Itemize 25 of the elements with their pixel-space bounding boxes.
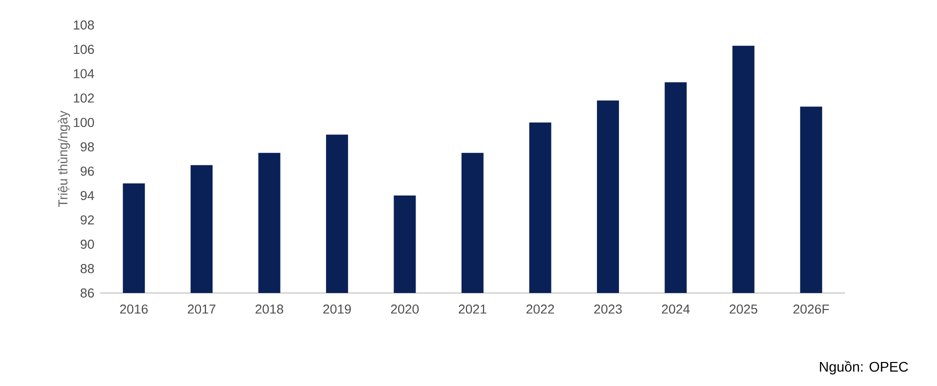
x-tick-label: 2022 xyxy=(526,304,554,314)
y-tick-label: 94 xyxy=(80,190,94,200)
text: Nguồn: OPEC xyxy=(820,360,908,374)
y-tick-label: 106 xyxy=(74,44,94,54)
x-tick-label: 2025 xyxy=(730,304,758,314)
x-tick-label: 2020 xyxy=(391,304,419,314)
x-tick-label: 2019 xyxy=(323,304,351,314)
x-tick-label: 2023 xyxy=(594,304,622,314)
y-tick-label: 98 xyxy=(80,142,94,152)
x-tick-label: 2024 xyxy=(662,304,690,314)
y-tick-label: 88 xyxy=(80,264,94,274)
y-tick-label: 108 xyxy=(74,20,94,30)
x-tick-label: 2017 xyxy=(188,304,216,314)
y-tick-label: 96 xyxy=(80,166,94,176)
x-tick-label: 2016 xyxy=(120,304,148,314)
y-tick-label: 92 xyxy=(80,215,94,224)
x-tick-label: 2026F xyxy=(793,304,829,314)
y-tick-label: 100 xyxy=(74,118,94,128)
y-tick-label: 104 xyxy=(74,69,94,78)
x-tick-label: 2018 xyxy=(256,304,284,314)
y-tick-label: 90 xyxy=(80,240,94,249)
y-tick-label: 102 xyxy=(74,94,94,103)
y-axis-title: Triệu thùng/ngày xyxy=(58,110,70,208)
x-tick-label: 2021 xyxy=(458,304,486,314)
y-tick-label: 86 xyxy=(80,288,94,298)
